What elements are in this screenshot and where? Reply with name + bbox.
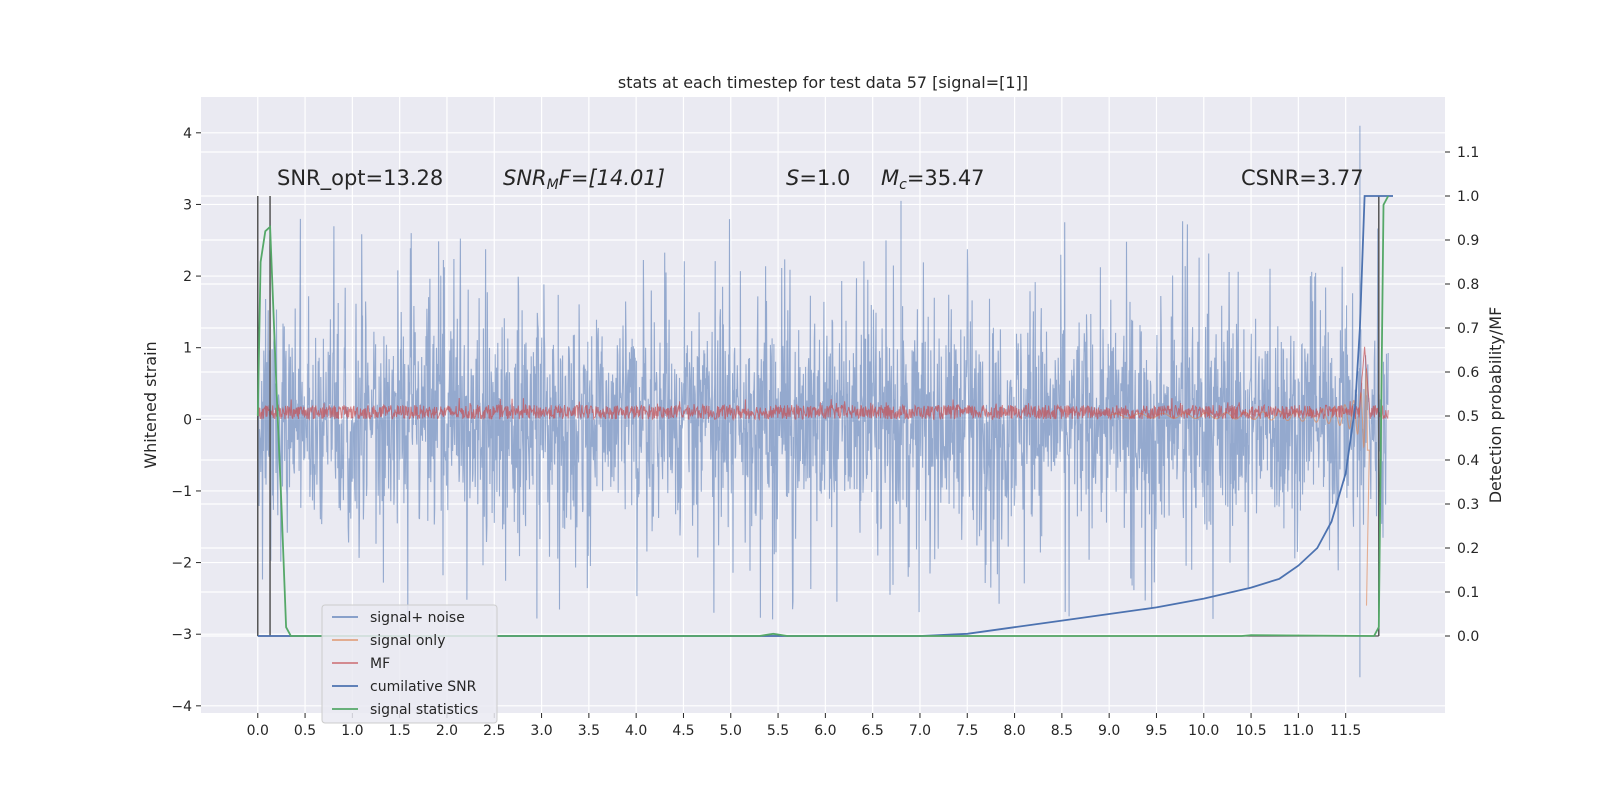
x-tick-label: 9.5	[1145, 723, 1167, 739]
x-tick-label: 5.5	[767, 723, 789, 739]
x-tick-label: 8.0	[1003, 723, 1025, 739]
legend-label: signal+ noise	[370, 610, 465, 626]
series-signal-statistics	[256, 195, 1389, 637]
series-mf	[257, 346, 1389, 422]
legend-label: cumilative SNR	[370, 679, 477, 695]
y-right-tick-label: 0.7	[1457, 321, 1479, 337]
y-right-tick-label: 0.5	[1457, 409, 1479, 425]
y-right-tick-label: 0.1	[1457, 585, 1479, 601]
x-tick-label: 10.0	[1188, 723, 1219, 739]
y-left-tick-label: 0	[183, 412, 192, 428]
y-left-tick-label: −3	[171, 627, 192, 643]
x-tick-label: 9.0	[1098, 723, 1120, 739]
annotation-mc-symbol: M	[881, 166, 899, 190]
series-cumulative-snr	[257, 195, 1393, 637]
y-left-tick-label: −2	[171, 556, 192, 572]
x-tick-label: 7.0	[909, 723, 931, 739]
annotation-csnr: CSNR=3.77	[1241, 166, 1364, 190]
annotation-s-value: =1.0	[799, 166, 850, 190]
x-tick-label: 3.5	[578, 723, 600, 739]
x-tick-label: 4.5	[672, 723, 694, 739]
y-left-tick-label: 3	[183, 197, 192, 213]
chart-title: stats at each timestep for test data 57 …	[618, 73, 1028, 92]
x-tick-label: 2.5	[483, 723, 505, 739]
legend-label: MF	[370, 656, 390, 672]
y-left-tick-label: 2	[183, 269, 192, 285]
x-tick-label: 11.5	[1330, 723, 1361, 739]
annotation-mc-value: =35.47	[907, 166, 985, 190]
annotation-s-symbol: S	[786, 166, 799, 190]
annotation-s: S=1.0	[786, 166, 850, 190]
x-tick-label: 5.0	[720, 723, 742, 739]
y-axis-left: −4 −3 −2 −1 0 1 2 3 4	[171, 126, 201, 715]
x-axis: 0.0 0.5 1.0 1.5 2.0 2.5 3.0 3.5 4.0 4.5 5.0 5.5 6.0 6…	[247, 713, 1361, 739]
x-tick-label: 1.0	[341, 723, 363, 739]
y-left-tick-label: −4	[171, 699, 192, 715]
x-tick-label: 0.0	[247, 723, 269, 739]
x-tick-label: 6.0	[814, 723, 836, 739]
annotation-snr-mf: SNRMF=[14.01]	[503, 166, 665, 193]
annotation-snr-mf-subscript: M	[547, 177, 559, 193]
y-axis-left-title: Whitened strain	[141, 341, 160, 468]
legend-label: signal statistics	[370, 702, 478, 718]
y-right-tick-label: 0.3	[1457, 497, 1479, 513]
legend: signal+ noise signal only MF cumilative SNR…	[321, 604, 498, 724]
x-tick-label: 7.5	[956, 723, 978, 739]
y-right-tick-label: 0.0	[1457, 629, 1479, 645]
x-tick-label: 3.0	[530, 723, 552, 739]
annotation-mc-subscript: c	[899, 177, 907, 193]
series-signal-noise	[257, 125, 1389, 678]
annotation-snr-mf-symbol: SNR	[503, 166, 547, 190]
y-axis-right-title: Detection probability/MF	[1486, 307, 1505, 504]
annotations: SNR_opt=13.28 SNRMF=[14.01] S=1.0 Mc=35.…	[277, 166, 1364, 193]
x-tick-label: 0.5	[294, 723, 316, 739]
y-right-tick-label: 0.4	[1457, 453, 1479, 469]
annotation-mc: Mc=35.47	[881, 166, 985, 193]
legend-box	[321, 604, 498, 724]
series-signal-only	[1109, 368, 1370, 606]
x-tick-label: 1.5	[389, 723, 411, 739]
annotation-snr-mf-value: F=[14.01]	[559, 166, 665, 190]
x-tick-label: 10.5	[1235, 723, 1266, 739]
y-right-tick-label: 0.6	[1457, 365, 1479, 381]
y-left-tick-label: −1	[171, 484, 192, 500]
legend-label: signal only	[370, 633, 445, 649]
x-tick-label: 4.0	[625, 723, 647, 739]
y-left-tick-label: 4	[183, 126, 192, 142]
y-right-tick-label: 1.1	[1457, 145, 1479, 161]
series-layer	[256, 125, 1393, 678]
y-left-tick-label: 1	[183, 341, 192, 357]
y-right-tick-label: 0.2	[1457, 541, 1479, 557]
y-right-tick-label: 1.0	[1457, 189, 1479, 205]
y-right-tick-label: 0.8	[1457, 277, 1479, 293]
annotation-snr-opt: SNR_opt=13.28	[277, 166, 443, 191]
x-tick-label: 11.0	[1283, 723, 1314, 739]
x-tick-label: 2.0	[436, 723, 458, 739]
x-tick-label: 8.5	[1051, 723, 1073, 739]
x-tick-label: 6.5	[862, 723, 884, 739]
y-axis-right: 0.0 0.1 0.2 0.3 0.4 0.5 0.6 0.7 0.8 0.9 1.0 1.1	[1445, 145, 1479, 645]
y-right-tick-label: 0.9	[1457, 233, 1479, 249]
